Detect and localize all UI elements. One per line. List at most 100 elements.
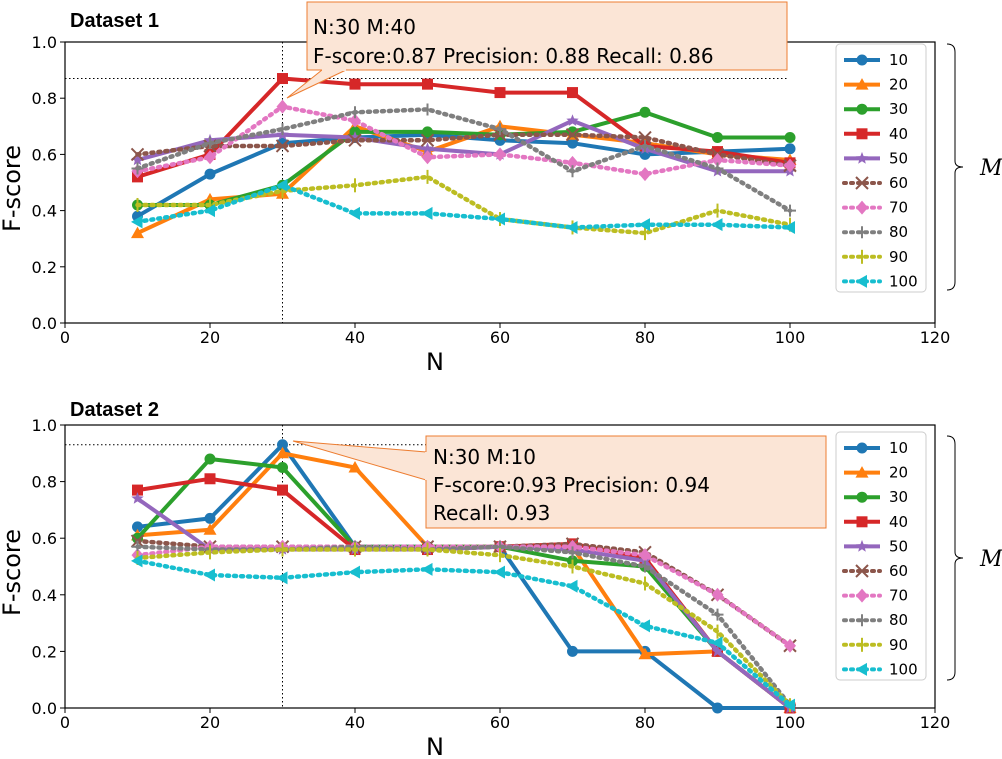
data-point (638, 218, 650, 232)
data-point (277, 461, 288, 473)
series-line-80 (135, 107, 793, 213)
y-tick-label: 0.4 (32, 202, 57, 221)
legend-marker (856, 54, 868, 66)
data-point (711, 218, 723, 232)
data-point (204, 453, 216, 465)
data-point (421, 103, 434, 116)
legend-item-20: 20 (844, 464, 908, 482)
data-point (567, 87, 578, 99)
chart-title: Dataset 1 (70, 10, 159, 32)
callout-box (306, 1, 788, 71)
data-point (639, 167, 651, 182)
data-point (276, 99, 289, 114)
series-line-100 (135, 183, 793, 230)
data-point (565, 128, 580, 142)
legend-marker (855, 176, 869, 190)
legend-label: 70 (889, 199, 908, 217)
legend-label: 60 (889, 174, 908, 192)
data-point (421, 206, 433, 220)
data-point (203, 204, 215, 218)
data-point (639, 548, 651, 563)
legend-label: 80 (889, 611, 908, 629)
legend-item-50: 50 (844, 149, 908, 167)
legend-label: 90 (889, 636, 908, 654)
data-point (130, 147, 145, 162)
data-point (132, 521, 143, 533)
y-tick-label: 0.2 (32, 642, 57, 661)
data-point (204, 150, 216, 165)
data-point (421, 150, 434, 165)
callout-line: N:30 M:40 (313, 15, 416, 39)
legend-item-70: 70 (842, 587, 908, 605)
legend-label: 70 (889, 587, 908, 605)
data-point (277, 73, 288, 85)
series-100 (131, 554, 795, 712)
series-90 (135, 169, 793, 241)
legend-brace (946, 43, 964, 291)
x-tick-label: 0 (60, 713, 70, 732)
x-axis-label: N (426, 348, 444, 376)
data-point (203, 568, 215, 582)
x-tick-label: 60 (490, 713, 510, 732)
data-point (421, 142, 434, 154)
data-point (276, 571, 288, 585)
y-tick-label: 0.6 (32, 145, 57, 164)
legend: 10 20 30 40 50 60 70 80 90 100 (835, 43, 927, 293)
series-90 (135, 542, 793, 713)
data-point (348, 206, 360, 220)
legend-item-90: 90 (842, 636, 908, 654)
data-point (784, 132, 796, 144)
x-tick-label: 120 (920, 713, 951, 732)
y-tick-label: 1.0 (32, 33, 57, 52)
legend-item-70: 70 (842, 199, 908, 217)
data-point (639, 560, 651, 573)
legend-marker (856, 516, 868, 528)
series-line-70 (135, 104, 793, 177)
legend-marker (856, 200, 868, 215)
legend-item-90: 90 (842, 248, 908, 266)
data-point (203, 523, 217, 535)
data-point (276, 178, 288, 192)
data-point (638, 130, 652, 145)
legend-marker (856, 103, 868, 115)
data-point (566, 165, 579, 178)
legend-marker (855, 78, 869, 90)
x-tick-label: 100 (775, 328, 806, 347)
y-tick-label: 0.4 (32, 586, 57, 605)
data-point (348, 133, 362, 148)
data-point (348, 131, 362, 143)
data-point (422, 78, 433, 90)
legend-label: 10 (889, 51, 908, 69)
data-point (784, 204, 796, 217)
chart-panel-1: Dataset 1 0 20 40 60 80 100 120 0.0 0.2 0.4 0.6 0.8 1… (0, 1, 1002, 376)
callout-line: F-score:0.93 Precision: 0.94 (433, 473, 710, 497)
legend-item-10: 10 (844, 51, 908, 69)
y-tick-label: 0.0 (32, 699, 57, 718)
data-point (567, 645, 578, 657)
series-70 (131, 539, 796, 653)
data-point (639, 106, 651, 118)
data-point (567, 137, 578, 149)
legend-box (835, 431, 927, 681)
y-tick-label: 0.8 (32, 89, 57, 108)
data-point (349, 78, 361, 90)
legend-marker (855, 466, 869, 478)
series-80 (131, 103, 796, 217)
group-label: M (979, 156, 1002, 181)
data-point (348, 460, 362, 473)
data-point (712, 702, 723, 714)
x-tick-label: 40 (345, 713, 365, 732)
callout-line: Recall: 0.93 (433, 501, 550, 525)
series-line-50 (136, 496, 792, 710)
data-point (421, 562, 433, 576)
data-point (784, 158, 796, 173)
x-tick-label: 120 (920, 328, 951, 347)
x-tick-label: 20 (200, 328, 220, 347)
legend-item-30: 30 (844, 100, 908, 118)
legend-item-80: 80 (842, 223, 908, 241)
data-point (566, 155, 579, 170)
data-point (277, 484, 288, 496)
series-line-90 (135, 547, 793, 708)
x-tick-label: 60 (490, 328, 510, 347)
